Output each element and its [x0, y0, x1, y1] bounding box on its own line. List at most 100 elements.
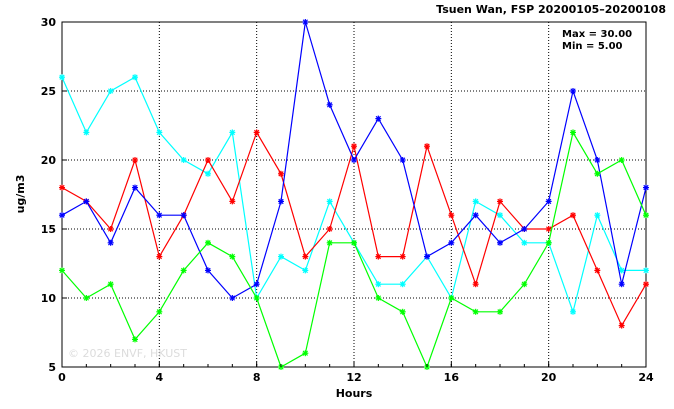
data-point [132, 336, 138, 343]
data-point [570, 212, 576, 219]
data-point [545, 198, 552, 205]
data-point [107, 226, 114, 232]
x-tick-label: 8 [253, 371, 261, 384]
watermark: © 2026 ENVF, HKUST [68, 347, 187, 360]
data-point [205, 267, 211, 274]
data-point [618, 322, 625, 329]
data-point [570, 129, 576, 136]
data-point [375, 253, 382, 260]
x-tick-label: 12 [346, 371, 361, 384]
data-point [326, 239, 333, 246]
data-point [424, 253, 430, 260]
data-point [448, 239, 455, 246]
data-point [472, 281, 479, 288]
data-point [229, 253, 236, 260]
data-point [156, 308, 163, 315]
y-tick-label: 5 [48, 361, 56, 374]
data-point [594, 170, 601, 177]
data-point [497, 198, 503, 205]
data-point [302, 267, 309, 274]
data-point [253, 281, 260, 288]
min-label: Min = 5.00 [562, 41, 623, 52]
data-point [229, 129, 236, 136]
data-point [424, 143, 430, 150]
axis-ticks: 0 4 8 12 16 20 24 5 10 15 20 25 30 [41, 16, 654, 384]
data-point [570, 88, 576, 94]
data-point [132, 157, 138, 163]
data-point [156, 129, 163, 136]
data-point [570, 308, 576, 315]
y-tick-label: 15 [41, 223, 56, 236]
data-point [59, 212, 65, 219]
y-tick-label: 25 [41, 85, 56, 98]
data-point [351, 157, 357, 163]
data-point [472, 212, 479, 219]
data-point [375, 281, 382, 288]
data-point [83, 198, 90, 205]
data-point [618, 281, 625, 288]
data-point [448, 295, 455, 301]
data-point [521, 239, 528, 246]
data-point [326, 226, 333, 232]
data-point [156, 253, 163, 260]
data-point [594, 212, 601, 219]
data-point [643, 267, 649, 274]
data-point [59, 184, 65, 191]
chart-title: Tsuen Wan, FSP 20200105–20200108 [436, 3, 666, 16]
data-point [399, 308, 406, 315]
data-point [399, 281, 406, 288]
data-point [472, 308, 479, 315]
data-point [643, 184, 649, 191]
data-point [229, 198, 236, 205]
data-point [253, 129, 260, 136]
data-point [180, 157, 187, 163]
y-tick-label: 10 [41, 292, 57, 305]
data-point [351, 239, 357, 246]
data-point [253, 295, 260, 301]
x-tick-label: 0 [58, 371, 66, 384]
data-point [83, 129, 90, 136]
data-point [472, 198, 479, 205]
data-point [278, 253, 284, 260]
data-point [643, 212, 649, 219]
data-point [156, 212, 163, 219]
data-point [229, 295, 236, 301]
data-point [278, 170, 284, 177]
x-tick-label: 4 [156, 371, 164, 384]
data-point [132, 74, 138, 81]
data-point [278, 198, 284, 205]
x-tick-label: 24 [638, 371, 654, 384]
data-point [545, 239, 552, 246]
data-point [521, 281, 528, 288]
x-axis-label: Hours [336, 387, 373, 400]
data-point [326, 101, 333, 108]
data-point [326, 198, 333, 205]
data-point [351, 143, 357, 150]
data-point [107, 281, 114, 288]
data-point [399, 253, 406, 260]
max-label: Max = 30.00 [562, 29, 632, 40]
data-point [375, 295, 382, 301]
y-axis-label: ug/m3 [14, 175, 27, 214]
data-point [83, 295, 90, 301]
data-point [521, 226, 528, 232]
data-point [497, 239, 503, 246]
data-point [594, 157, 601, 163]
series-group [59, 19, 649, 370]
data-point [107, 88, 114, 94]
data-point [643, 281, 649, 288]
data-point [618, 157, 625, 163]
data-point [375, 115, 382, 122]
data-point [618, 267, 625, 274]
data-point [180, 212, 187, 219]
data-point [594, 267, 601, 274]
data-point [180, 267, 187, 274]
data-point [302, 19, 309, 25]
data-point [205, 239, 211, 246]
data-point [497, 308, 503, 315]
y-tick-label: 30 [41, 16, 57, 29]
data-point [205, 170, 211, 177]
data-point [448, 212, 455, 219]
data-point [545, 226, 552, 232]
